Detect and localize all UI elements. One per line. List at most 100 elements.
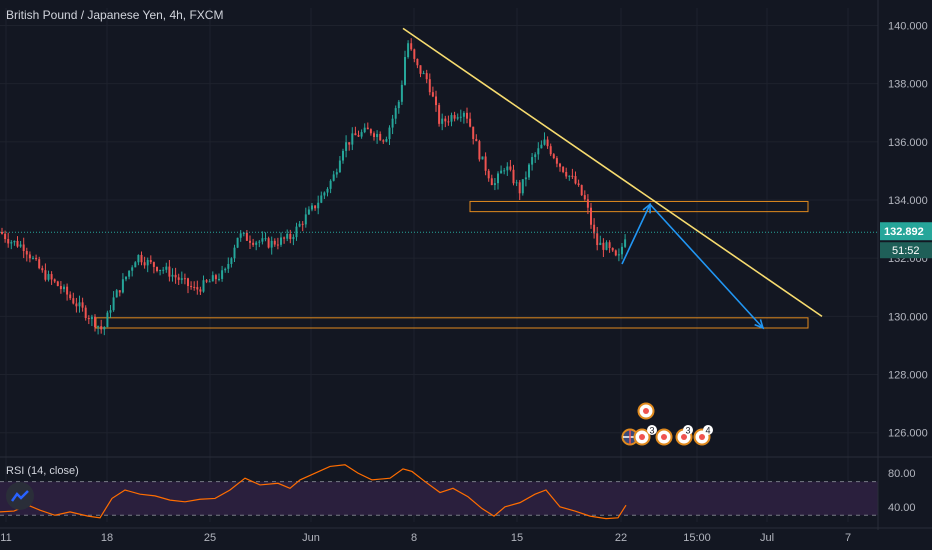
candle-body	[617, 254, 620, 256]
candle-body	[143, 262, 146, 266]
arrow-head-down	[754, 319, 765, 330]
candle-body	[425, 73, 428, 80]
candle-body	[338, 160, 341, 173]
last-price-value: 132.892	[884, 226, 924, 238]
candle-body	[19, 244, 22, 247]
candle-body	[59, 286, 62, 290]
candle-body	[419, 65, 422, 74]
candle-body	[459, 116, 462, 118]
candle-body	[214, 275, 217, 280]
candle-body	[400, 84, 403, 102]
y-tick-label: 138.000	[888, 79, 928, 91]
candle-body	[348, 142, 351, 145]
candle-body	[608, 242, 611, 248]
candle-body	[190, 285, 193, 287]
event-marker[interactable]	[637, 402, 655, 420]
candle-body	[472, 126, 475, 139]
candle-body	[369, 129, 372, 134]
x-tick-label: 22	[615, 532, 627, 544]
candle-body	[345, 142, 348, 151]
candle-body	[388, 127, 391, 140]
candle-body	[224, 268, 227, 271]
flag-marker[interactable]	[621, 428, 639, 446]
event-marker[interactable]	[655, 428, 673, 446]
candle-body	[487, 170, 490, 179]
y-tick-label: 130.000	[888, 311, 928, 323]
candle-body	[509, 166, 512, 170]
event-markers[interactable]: 3 3 4	[621, 402, 714, 446]
candle-body	[376, 133, 379, 138]
event-marker-dot	[639, 434, 645, 440]
event-count-label: 3	[649, 426, 654, 436]
candle-body	[462, 112, 465, 117]
candle-body	[261, 238, 264, 242]
x-tick-label: 25	[204, 532, 216, 544]
candle-body	[90, 316, 93, 320]
drawing-tools	[402, 27, 823, 330]
event-marker-dot	[643, 408, 649, 414]
event-marker[interactable]	[633, 428, 651, 446]
candle-body	[196, 287, 199, 290]
candle-body	[453, 115, 456, 119]
candle-body	[233, 247, 236, 259]
candle-body	[267, 238, 270, 248]
candle-body	[416, 58, 419, 66]
candle-body	[385, 139, 388, 142]
rsi-tick-label: 40.00	[888, 502, 916, 514]
candle-body	[75, 303, 78, 307]
candle-body	[574, 176, 577, 184]
candle-body	[273, 240, 276, 245]
candle-body	[81, 302, 84, 308]
candle-body	[422, 73, 425, 75]
candle-body	[103, 327, 106, 330]
candle-body	[391, 118, 394, 128]
candle-body	[568, 175, 571, 177]
candle-body	[16, 240, 19, 247]
candle-body	[481, 156, 484, 160]
candle-body	[441, 118, 444, 124]
candle-body	[565, 171, 568, 177]
candle-body	[32, 257, 34, 259]
price-zones	[95, 200, 809, 329]
event-count-label: 3	[685, 426, 690, 436]
candle-body	[540, 144, 543, 149]
rsi-tick-label: 80.00	[888, 468, 916, 480]
candle-body	[156, 266, 158, 271]
candle-body	[314, 205, 317, 209]
candle-body	[506, 166, 509, 171]
candle-body	[87, 318, 90, 320]
chart-title: British Pound / Japanese Yen, 4h, FXCM	[6, 8, 224, 22]
candle-body	[239, 233, 242, 238]
candle-body	[342, 150, 344, 161]
candle-body	[515, 182, 518, 184]
rsi-title: RSI (14, close)	[6, 465, 79, 477]
x-tick-label: 7	[845, 532, 851, 544]
candle-body	[63, 286, 65, 290]
candle-body	[484, 156, 487, 171]
rsi-band	[0, 481, 878, 516]
candle-body	[168, 266, 171, 277]
candle-body	[518, 182, 521, 194]
candle-body	[528, 164, 530, 178]
candle-body	[295, 226, 298, 238]
candle-body	[382, 140, 385, 142]
candle-body	[307, 209, 310, 215]
candle-body	[94, 316, 96, 328]
candle-body	[298, 223, 301, 227]
candle-body	[227, 263, 230, 269]
countdown-label	[880, 242, 932, 259]
candle-body	[252, 242, 255, 245]
candle-body	[435, 96, 437, 106]
candle-body	[230, 258, 233, 264]
candle-body	[205, 280, 208, 282]
candle-body	[590, 207, 592, 225]
candle-body	[543, 139, 546, 145]
arrow-head-up	[642, 202, 651, 214]
candle-body	[611, 247, 614, 251]
tradingview-logo-icon[interactable]	[6, 482, 34, 510]
candle-body	[128, 270, 131, 277]
candle-body	[456, 117, 459, 119]
candle-body	[431, 92, 434, 97]
candle-body	[69, 294, 72, 299]
